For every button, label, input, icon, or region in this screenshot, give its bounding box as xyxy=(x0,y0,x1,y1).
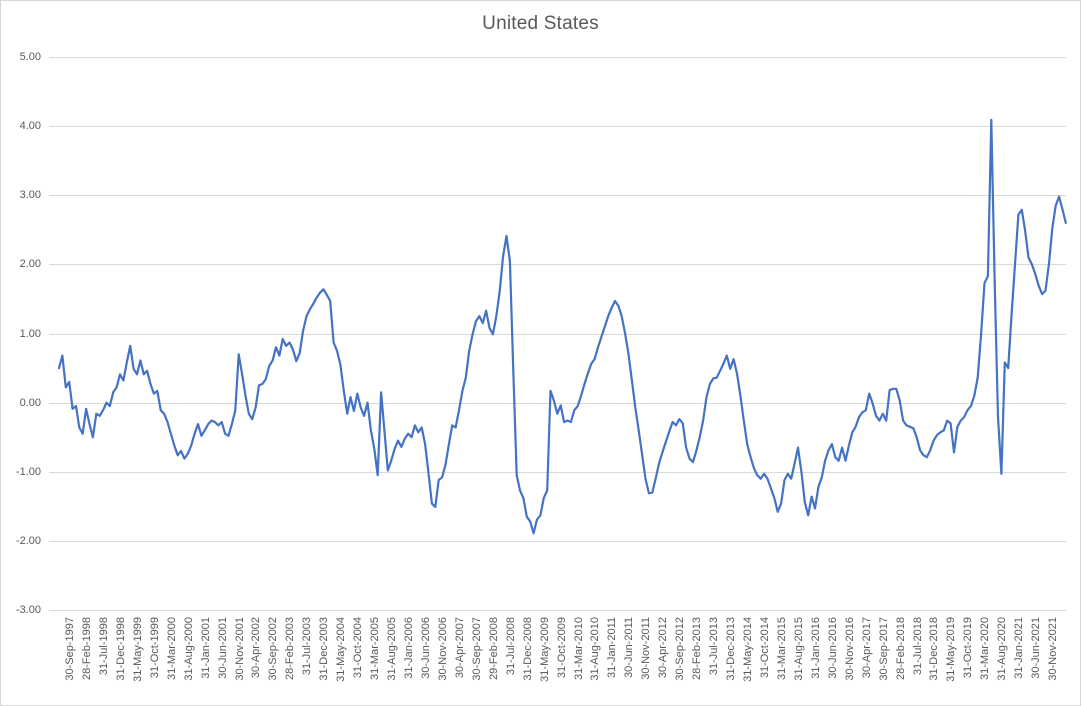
y-axis-tick-label: 2.00 xyxy=(19,258,41,271)
x-axis-tick-label: 30-Jun-2011 xyxy=(623,617,636,678)
x-axis-tick-label: 31-Mar-2000 xyxy=(165,617,178,680)
x-axis-tick-label: 31-Aug-2000 xyxy=(182,617,195,681)
y-axis-tick-label: -3.00 xyxy=(15,604,41,616)
y-axis-tick-label: -2.00 xyxy=(15,534,41,547)
y-axis-tick-label: 4.00 xyxy=(19,120,41,133)
x-axis-tick-label: 31-Dec-2003 xyxy=(318,617,331,681)
x-axis-tick-label: 30-Sep-1997 xyxy=(64,617,76,681)
x-axis-tick-label: 30-Apr-2007 xyxy=(453,617,466,679)
x-axis-tick-label: 31-Jul-2008 xyxy=(504,617,517,676)
x-axis-tick-label: 31-Jan-2006 xyxy=(403,617,415,679)
x-axis-tick-label: 30-Jun-2006 xyxy=(419,617,432,679)
chart-title: United States xyxy=(482,13,599,34)
x-axis-tick-label: 31-Jan-2001 xyxy=(199,617,212,679)
gridline xyxy=(49,264,1066,265)
x-axis-tick-label: 30-Nov-2016 xyxy=(843,617,856,681)
gridline xyxy=(49,610,1066,611)
x-axis-tick-label: 31-Dec-2018 xyxy=(928,617,941,681)
x-axis-tick-label: 31-Mar-2010 xyxy=(572,617,585,680)
x-axis-tick-label: 30-Nov-2006 xyxy=(436,617,449,681)
gridline xyxy=(49,195,1066,196)
x-axis-tick-label: 31-Oct-2019 xyxy=(962,617,975,679)
x-axis-tick-label: 31-May-2019 xyxy=(945,617,958,682)
x-axis-tick-label: 28-Feb-2013 xyxy=(691,617,704,680)
gridline xyxy=(49,57,1066,58)
x-axis-tick-label: 30-Jun-2021 xyxy=(1030,617,1043,679)
x-axis-tick-label: 31-Jan-2021 xyxy=(1013,617,1026,679)
x-axis-tick-label: 30-Sep-2017 xyxy=(877,617,890,681)
x-axis-tick-label: 30-Jun-2001 xyxy=(216,617,229,679)
x-axis-tick-label: 31-May-2014 xyxy=(742,617,754,682)
y-axis-tick-label: 1.00 xyxy=(19,327,41,340)
x-axis-tick-label: 31-Jul-1998 xyxy=(97,617,110,676)
x-axis-tick-label: 31-Oct-1999 xyxy=(148,617,161,679)
x-axis-tick-label: 28-Feb-1998 xyxy=(80,617,93,680)
gridline xyxy=(49,334,1066,335)
gridline xyxy=(49,472,1066,473)
x-axis-tick-label: 31-Oct-2009 xyxy=(555,617,568,679)
x-axis-tick-label: 30-Sep-2007 xyxy=(470,617,483,681)
x-axis-tick-label: 30-Nov-2021 xyxy=(1047,617,1060,681)
x-axis-tick-label: 30-Apr-2002 xyxy=(250,617,263,679)
x-axis-tick-label: 31-Aug-2005 xyxy=(386,617,399,681)
y-axis-tick-label: 5.00 xyxy=(19,51,41,63)
x-axis-tick-label: 31-Aug-2010 xyxy=(589,617,602,681)
x-axis-tick-label: 31-Mar-2020 xyxy=(979,617,992,680)
x-axis-tick-label: 31-Jan-2016 xyxy=(809,617,822,679)
x-axis-tick-label: 30-Sep-2002 xyxy=(267,617,280,681)
x-axis-tick-label: 29-Feb-2008 xyxy=(487,617,500,680)
x-axis-tick-label: 31-Jul-2003 xyxy=(301,617,314,676)
x-axis-tick-label: 28-Feb-2018 xyxy=(894,617,907,680)
y-axis-tick-label: -1.00 xyxy=(15,465,41,478)
x-axis-tick-label: 31-Oct-2004 xyxy=(352,617,365,679)
x-axis-tick-label: 30-Apr-2012 xyxy=(657,617,670,679)
x-axis-tick-label: 31-Jul-2018 xyxy=(911,617,924,676)
x-axis-tick-label: 30-Sep-2012 xyxy=(674,617,687,681)
x-axis-tick-label: 31-May-2009 xyxy=(538,617,551,682)
series-line-united-states xyxy=(57,118,1067,535)
x-axis-tick-label: 31-Jul-2013 xyxy=(708,617,721,676)
x-axis-tick-label: 31-May-2004 xyxy=(335,617,348,682)
x-axis-tick-label: 31-Oct-2014 xyxy=(758,617,771,679)
x-axis-tick-label: 30-Nov-2011 xyxy=(640,617,653,680)
x-axis-tick-label: 31-Dec-1998 xyxy=(114,617,127,681)
x-axis-tick-label: 31-Dec-2008 xyxy=(521,617,534,681)
x-axis-tick-label: 28-Feb-2003 xyxy=(284,617,297,680)
x-axis-tick-label: 30-Nov-2001 xyxy=(233,617,246,681)
x-axis-tick-label: 31-Dec-2013 xyxy=(725,617,738,681)
x-axis-tick-label: 31-Jan-2011 xyxy=(606,617,619,678)
x-axis-tick-label: 30-Jun-2016 xyxy=(826,617,839,679)
gridline xyxy=(49,403,1066,404)
x-axis-tick-label: 30-Apr-2017 xyxy=(860,617,873,679)
x-axis-tick-label: 31-Mar-2005 xyxy=(369,617,382,680)
y-axis-tick-label: 3.00 xyxy=(19,189,41,202)
gridline xyxy=(49,541,1066,542)
x-axis-tick-label: 31-Mar-2015 xyxy=(775,617,788,680)
x-axis-tick-label: 31-Aug-2015 xyxy=(792,617,805,681)
x-axis-tick-label: 31-May-1999 xyxy=(131,617,144,682)
x-axis-tick-label: 31-Aug-2020 xyxy=(996,617,1009,681)
y-axis-tick-label: 0.00 xyxy=(19,396,41,409)
gridline xyxy=(49,126,1066,127)
